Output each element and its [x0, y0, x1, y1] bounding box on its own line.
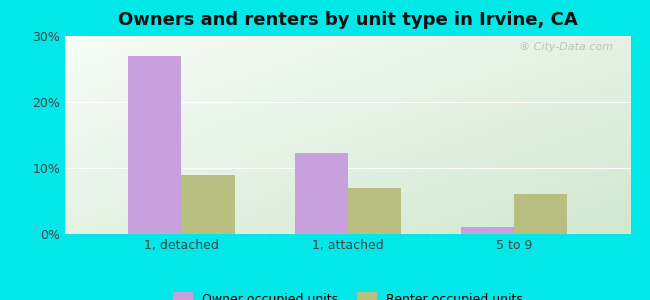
Title: Owners and renters by unit type in Irvine, CA: Owners and renters by unit type in Irvin…	[118, 11, 578, 29]
Bar	[461, 227, 514, 234]
Text: ® City-Data.com: ® City-Data.com	[519, 42, 614, 52]
Bar	[348, 188, 401, 234]
Bar	[181, 175, 235, 234]
Bar	[514, 194, 567, 234]
Bar	[294, 154, 348, 234]
Bar	[128, 56, 181, 234]
Legend: Owner occupied units, Renter occupied units: Owner occupied units, Renter occupied un…	[168, 287, 527, 300]
